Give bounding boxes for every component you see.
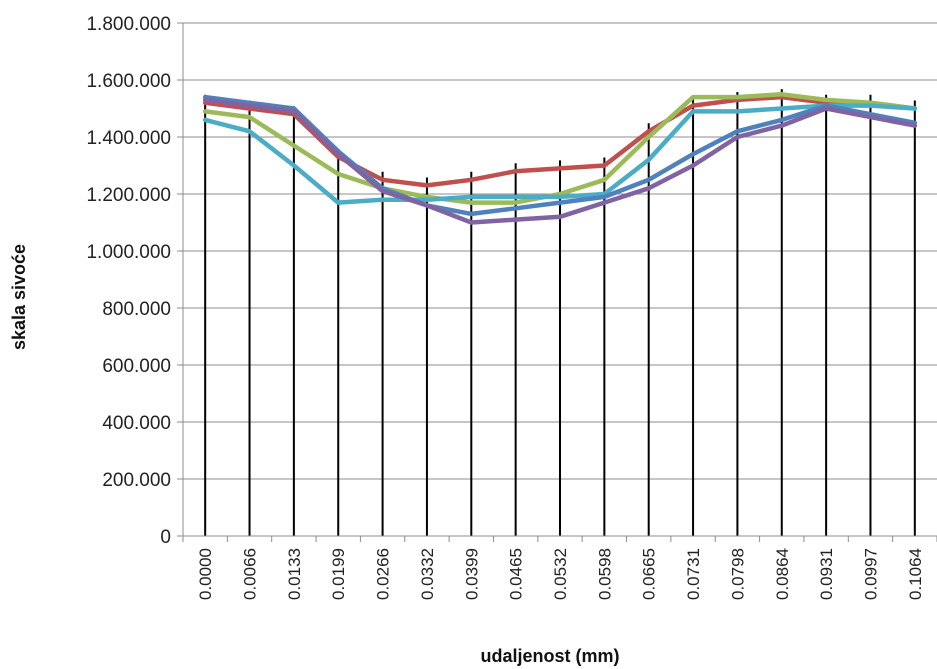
data-point — [513, 206, 518, 211]
x-tick-label: 0.0665 — [640, 548, 659, 600]
y-tick-label: 1.400.000 — [86, 128, 171, 149]
x-tick-label: 0.0000 — [196, 548, 215, 600]
data-point — [336, 152, 341, 157]
data-point — [424, 183, 429, 188]
data-point — [558, 166, 562, 171]
data-point — [247, 103, 252, 108]
data-point — [824, 97, 829, 102]
data-point — [646, 177, 651, 182]
x-tick-label: 0.0532 — [551, 548, 570, 600]
x-tick-label: 0.0332 — [418, 548, 437, 600]
data-point — [646, 186, 651, 191]
x-axis-title: udaljenost (mm) — [480, 646, 619, 666]
data-point — [602, 177, 607, 182]
data-point — [735, 95, 740, 100]
x-tick-label: 0.0731 — [684, 548, 703, 600]
data-point — [380, 197, 385, 202]
data-point — [203, 97, 208, 102]
y-tick-label: 600.000 — [102, 356, 171, 377]
data-point — [735, 129, 740, 134]
x-tick-label: 0.0931 — [817, 548, 836, 600]
data-point — [912, 123, 917, 128]
data-point — [247, 129, 252, 134]
data-point — [336, 200, 341, 205]
y-tick-label: 200.000 — [102, 470, 171, 491]
data-point — [912, 106, 917, 111]
x-tick-label: 0.0465 — [507, 548, 526, 600]
x-tick-label: 0.0199 — [329, 548, 348, 600]
x-tick-label: 0.0266 — [374, 548, 393, 600]
data-point — [691, 95, 696, 100]
data-point — [868, 103, 873, 108]
data-point — [558, 194, 562, 199]
y-axis-title: skala sivoće — [9, 244, 29, 350]
data-point — [513, 200, 518, 205]
data-point — [735, 109, 740, 114]
data-point — [779, 123, 784, 128]
data-point — [380, 177, 385, 182]
data-point — [824, 106, 829, 111]
data-point — [203, 109, 208, 114]
data-point — [291, 163, 296, 168]
data-point — [424, 203, 429, 208]
y-tick-label: 1.800.000 — [86, 14, 171, 35]
data-point — [513, 217, 518, 222]
data-point — [691, 109, 696, 114]
data-point — [469, 211, 474, 216]
grid — [183, 22, 937, 536]
x-tick-label: 0.0598 — [595, 548, 614, 600]
data-point — [646, 135, 651, 139]
data-point — [424, 197, 429, 202]
y-tick-label: 800.000 — [102, 299, 171, 320]
data-point — [646, 157, 651, 162]
data-point — [868, 115, 873, 120]
y-tick-label: 1.000.000 — [86, 242, 171, 263]
y-tick-label: 400.000 — [102, 413, 171, 434]
data-point — [779, 92, 784, 97]
x-tick-label: 0.0864 — [773, 548, 792, 600]
data-point — [779, 117, 784, 122]
data-point — [646, 129, 651, 134]
x-tick-label: 0.0399 — [462, 548, 481, 600]
y-tick-label: 1.200.000 — [86, 185, 171, 206]
data-point — [691, 103, 696, 108]
data-point — [469, 177, 474, 182]
y-tick-label: 1.600.000 — [86, 71, 171, 92]
data-point — [602, 163, 607, 168]
data-point — [691, 152, 696, 157]
data-point — [380, 189, 385, 194]
data-point — [779, 106, 784, 111]
x-tick-label: 0.0997 — [861, 548, 880, 600]
series-lines — [202, 92, 918, 225]
y-tick-label: 0 — [160, 527, 171, 548]
data-point — [691, 163, 696, 168]
x-tick-label: 0.0066 — [241, 548, 260, 600]
axes — [177, 22, 937, 542]
x-tick-label: 0.1064 — [906, 548, 925, 600]
data-point — [602, 194, 607, 199]
data-point — [291, 143, 296, 148]
data-point — [469, 194, 474, 199]
y-tick-labels: 0 200.000 400.000 600.000 800.000 1.000.000 1.… — [86, 14, 171, 548]
data-point — [291, 109, 296, 114]
data-point — [469, 220, 474, 225]
data-point — [469, 200, 474, 205]
data-point — [247, 115, 252, 120]
x-tick-label: 0.0133 — [285, 548, 304, 600]
data-point — [513, 194, 518, 199]
data-point — [513, 169, 518, 174]
data-point — [558, 200, 562, 205]
data-point — [203, 117, 208, 122]
x-tick-label: 0.0798 — [728, 548, 747, 600]
data-point — [336, 172, 341, 177]
x-tick-labels: 0.0000 0.0066 0.0133 0.0199 0.0266 0.0332 0.03… — [196, 548, 925, 600]
data-point — [735, 135, 740, 139]
data-point — [602, 200, 607, 205]
data-point — [558, 214, 562, 219]
